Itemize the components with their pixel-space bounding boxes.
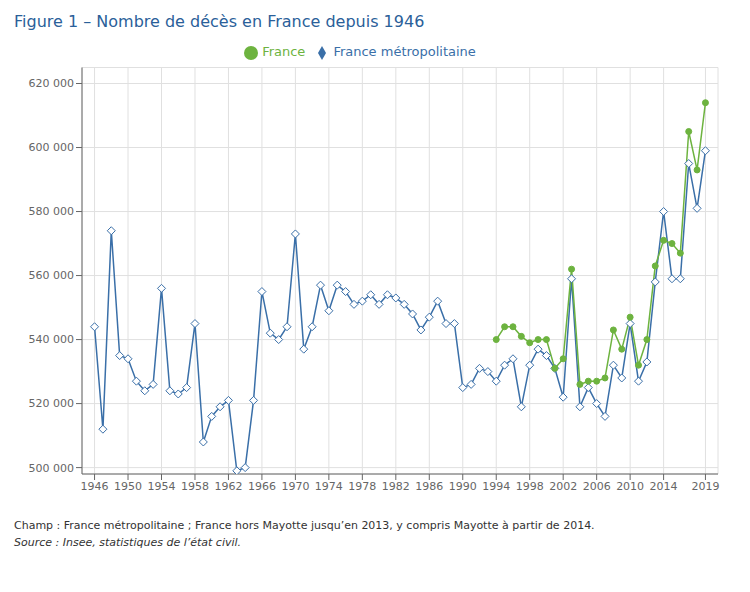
svg-text:1950: 1950 <box>114 480 142 493</box>
svg-text:1958: 1958 <box>181 480 209 493</box>
svg-text:1994: 1994 <box>482 480 510 493</box>
svg-text:1990: 1990 <box>449 480 477 493</box>
svg-text:1954: 1954 <box>148 480 176 493</box>
svg-text:2019: 2019 <box>691 480 719 493</box>
html-text:France: France <box>262 44 306 59</box>
svg-text:1974: 1974 <box>315 480 343 493</box>
svg-text:2002: 2002 <box>549 480 577 493</box>
html-text:Champ : France métropolitaine: Champ : France métropolitaine ; France h… <box>14 519 595 532</box>
svg-text:1970: 1970 <box>281 480 309 493</box>
svg-text:2006: 2006 <box>583 480 611 493</box>
svg-text:580 000: 580 000 <box>29 205 75 218</box>
svg-text:540 000: 540 000 <box>29 333 75 346</box>
svg-text:1998: 1998 <box>516 480 544 493</box>
html-text:France métropolitaine: France métropolitaine <box>333 44 476 59</box>
html-text:Source : Insee, statistiques d: Source : Insee, statistiques de l’état c… <box>14 536 242 549</box>
svg-text:1966: 1966 <box>248 480 276 493</box>
svg-text:520 000: 520 000 <box>29 397 75 410</box>
svg-text:2014: 2014 <box>650 480 678 493</box>
svg-text:1982: 1982 <box>382 480 410 493</box>
svg-text:620 000: 620 000 <box>29 77 75 90</box>
svg-text:600 000: 600 000 <box>29 141 75 154</box>
html-text:Figure 1 – Nombre de décès en: Figure 1 – Nombre de décès en France dep… <box>14 12 425 31</box>
svg-text:1962: 1962 <box>214 480 242 493</box>
svg-text:2010: 2010 <box>616 480 644 493</box>
svg-text:1978: 1978 <box>348 480 376 493</box>
svg-text:560 000: 560 000 <box>29 269 75 282</box>
svg-text:1986: 1986 <box>415 480 443 493</box>
svg-text:1946: 1946 <box>81 480 109 493</box>
svg-text:500 000: 500 000 <box>29 462 75 475</box>
